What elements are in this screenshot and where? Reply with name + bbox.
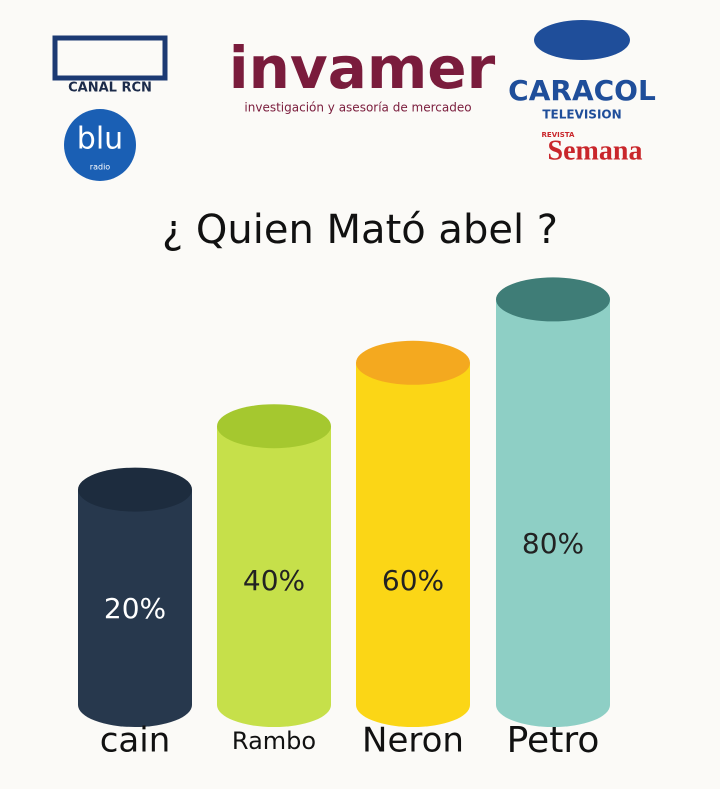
- rcn-shape: [52, 35, 168, 81]
- x-tick-label: cain: [100, 721, 171, 761]
- semana-sub: REVISTA: [542, 131, 575, 139]
- bar: [496, 299, 610, 727]
- bar-top: [217, 404, 331, 449]
- semana-logo: REVISTA Semana: [542, 131, 643, 166]
- bar-top: [496, 277, 610, 322]
- invamer-text: invamer: [229, 34, 496, 102]
- value-label: 60%: [382, 564, 444, 597]
- bar-top: [78, 467, 192, 512]
- bar: [217, 426, 331, 727]
- caracol-shape: [534, 20, 630, 60]
- chart-title: ¿ Quien Mató abel ?: [162, 207, 558, 253]
- blu-circle: [64, 109, 136, 181]
- bar: [78, 489, 192, 727]
- semana-text: Semana: [548, 135, 643, 166]
- rcn-logo: CANAL RCN: [52, 35, 168, 96]
- value-label: 20%: [104, 592, 166, 625]
- x-tick-label: Petro: [507, 720, 600, 761]
- x-tick-label: Neron: [362, 721, 464, 761]
- invamer-logo: invamer investigación y asesoría de merc…: [229, 34, 496, 114]
- rcn-text: CANAL RCN: [68, 81, 152, 96]
- blu-sub: radio: [90, 163, 110, 172]
- caracol-sub: TELEVISION: [542, 108, 621, 122]
- caracol-text: CARACOL: [508, 74, 656, 107]
- x-tick-label: Rambo: [232, 727, 316, 755]
- invamer-tagline: investigación y asesoría de mercadeo: [244, 101, 471, 115]
- blu-text: blu: [77, 122, 123, 157]
- value-label: 80%: [522, 527, 584, 560]
- bar: [356, 362, 470, 727]
- blu-logo: blu radio: [64, 109, 136, 181]
- caracol-logo: CARACOL TELEVISION: [508, 20, 656, 122]
- bar-top: [356, 340, 470, 385]
- value-label: 40%: [243, 564, 305, 597]
